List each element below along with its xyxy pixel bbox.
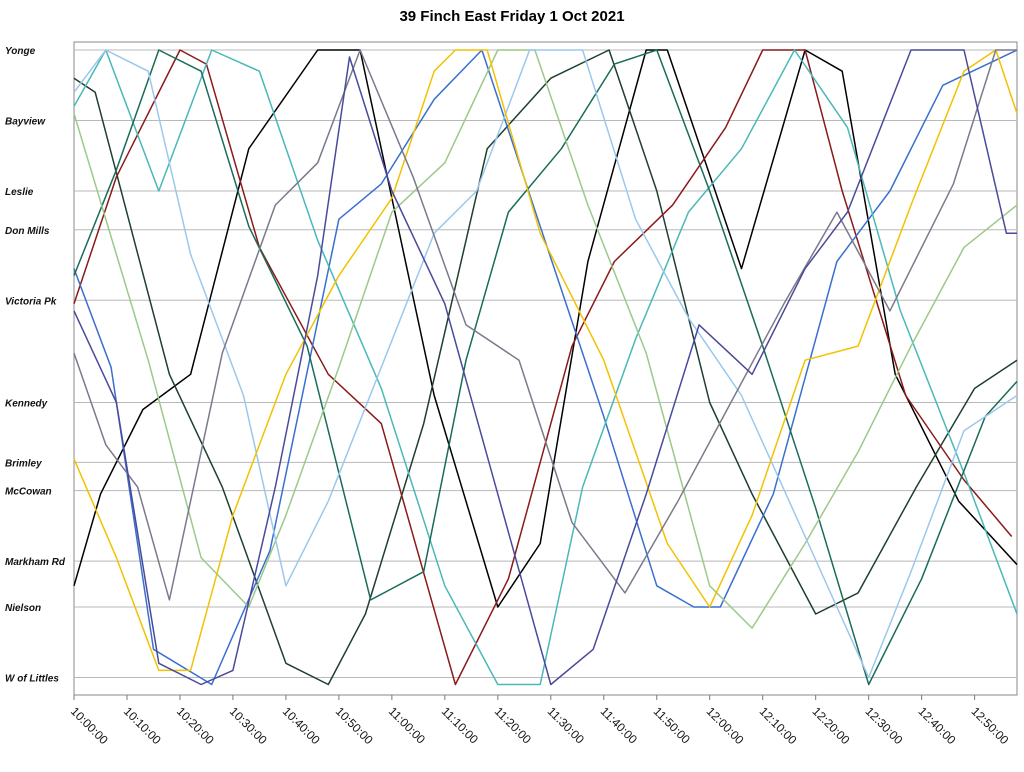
y-tick-label: Yonge — [5, 46, 36, 57]
x-tick-label: 10:00:00 — [68, 704, 111, 747]
series-line — [73, 49, 1018, 686]
y-tick-label: Brimley — [5, 458, 42, 469]
y-tick-label: Nielson — [5, 603, 41, 614]
x-tick-label: 11:20:00 — [492, 704, 535, 747]
series-line — [73, 49, 1018, 686]
x-tick-label: 11:50:00 — [651, 704, 694, 747]
x-tick-label: 10:20:00 — [174, 704, 217, 747]
series-line — [73, 49, 1018, 679]
x-tick-label: 10:30:00 — [227, 704, 270, 747]
x-tick-label: 11:40:00 — [598, 704, 641, 747]
series-line — [73, 49, 1018, 686]
y-tick-label: Bayview — [5, 117, 46, 128]
x-tick-label: 10:10:00 — [121, 704, 164, 747]
series-line — [73, 49, 1018, 686]
series-line — [73, 49, 1018, 629]
x-tick-label: 10:40:00 — [280, 704, 323, 747]
x-tick-label: 12:20:00 — [810, 704, 853, 747]
series-line — [73, 49, 1018, 672]
y-tick-label: Don Mills — [5, 226, 50, 237]
series-line — [73, 49, 1018, 608]
series-line — [73, 49, 1017, 601]
y-tick-label: Markham Rd — [5, 557, 66, 568]
x-tick-label: 12:30:00 — [863, 704, 906, 747]
y-tick-label: W of Littles — [5, 673, 59, 684]
x-tick-label: 11:30:00 — [545, 704, 588, 747]
x-tick-label: 11:10:00 — [439, 704, 482, 747]
y-tick-label: Kennedy — [5, 399, 48, 410]
chart-title: 39 Finch East Friday 1 Oct 2021 — [399, 8, 625, 25]
x-tick-label: 12:40:00 — [916, 704, 959, 747]
x-tick-label: 12:50:00 — [968, 704, 1011, 747]
y-tick-label: Leslie — [5, 187, 34, 198]
series-line — [73, 49, 1017, 686]
x-tick-label: 12:00:00 — [704, 704, 747, 747]
y-tick-label: Victoria Pk — [5, 296, 57, 307]
x-tick-label: 12:10:00 — [757, 704, 800, 747]
y-tick-label: McCowan — [5, 487, 52, 498]
x-tick-label: 10:50:00 — [333, 704, 376, 747]
x-tick-label: 11:00:00 — [386, 704, 429, 747]
